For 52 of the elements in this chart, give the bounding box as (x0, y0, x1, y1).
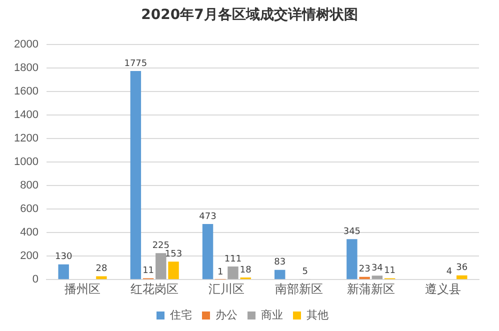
data-label: 5 (302, 266, 308, 277)
bar (456, 275, 468, 280)
chart-title: 2020年7月各区域成交详情树状图 (140, 6, 359, 24)
y-tick-label: 2000 (14, 38, 38, 51)
x-tick-label: 红花岗区 (130, 282, 179, 296)
data-label: 1 (218, 267, 224, 278)
data-label: 28 (96, 264, 108, 274)
data-label: 473 (199, 212, 216, 222)
data-label: 111 (224, 254, 242, 264)
legend-label: 住宅 (170, 308, 192, 322)
bar (372, 276, 383, 280)
data-label: 18 (240, 265, 252, 276)
y-tick-label: 1000 (14, 156, 38, 168)
y-tick-label: 600 (20, 203, 38, 216)
data-label: 4 (446, 266, 452, 277)
y-tick-label: 400 (20, 226, 38, 239)
bar (58, 264, 69, 280)
x-tick-label: 遵义县 (424, 282, 461, 296)
data-label: 345 (343, 226, 361, 237)
x-tick-label: 汇川区 (208, 282, 245, 296)
data-label: 23 (358, 264, 370, 275)
bar (156, 253, 166, 280)
bar (359, 276, 370, 280)
data-label: 11 (142, 266, 154, 276)
data-label: 1775 (124, 58, 148, 69)
bar (168, 262, 179, 280)
data-label: 130 (55, 252, 72, 262)
bar (346, 239, 358, 280)
y-tick-label: 0 (32, 274, 38, 286)
x-tick-label: 播州区 (64, 282, 101, 296)
y-tick-label: 1200 (14, 132, 38, 145)
bar (130, 71, 142, 280)
y-tick-label: 1800 (14, 62, 38, 74)
legend-label: 办公 (216, 308, 238, 322)
data-label: 83 (274, 258, 286, 268)
data-label: 34 (371, 263, 384, 274)
y-tick-label: 1400 (14, 109, 38, 122)
x-tick-label: 南部新区 (274, 282, 323, 296)
legend-label: 商业 (261, 308, 283, 322)
bar (274, 270, 286, 280)
y-tick-label: 200 (20, 250, 38, 262)
data-label: 153 (164, 249, 182, 260)
bar (202, 224, 214, 280)
bar (228, 266, 238, 280)
bar (96, 276, 107, 280)
y-tick-label: 1600 (14, 86, 38, 98)
legend-label: 其他 (306, 308, 328, 322)
data-label: 11 (384, 266, 396, 276)
y-tick-label: 800 (20, 180, 38, 192)
x-tick-label: 新蒲新区 (346, 282, 395, 296)
data-label: 36 (456, 263, 468, 274)
data-label: 225 (152, 241, 170, 252)
